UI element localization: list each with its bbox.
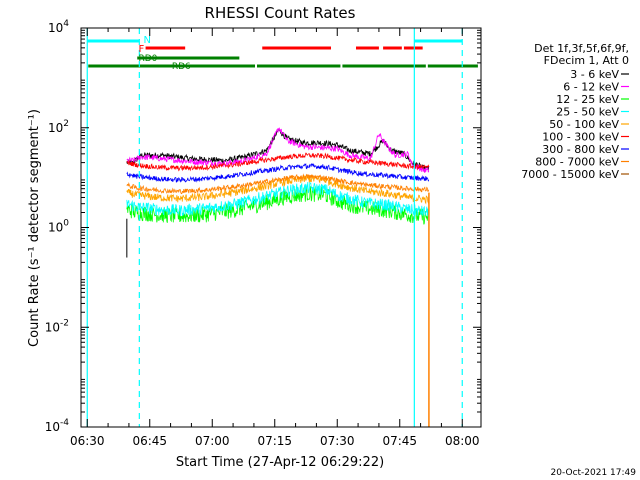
legend-entry-label: 50 - 100 keV <box>549 118 619 131</box>
legend-entry-label: 100 - 300 keV <box>542 131 619 144</box>
series-line-3 <box>126 181 430 218</box>
series-line-7 <box>126 173 430 195</box>
y-tick-label: 10-4 <box>45 418 70 434</box>
y-tick-label: 102 <box>48 119 69 135</box>
date-stamp: 20-Oct-2021 17:49 <box>551 468 637 478</box>
red-bar-label: F <box>139 44 145 55</box>
legend-entry-label: 300 - 800 keV <box>542 143 619 156</box>
x-tick-label: 07:00 <box>195 434 230 448</box>
series-layer <box>126 127 430 225</box>
x-tick-label: 07:15 <box>257 434 292 448</box>
chart-title: RHESSI Count Rates <box>205 4 356 22</box>
legend-header-line: FDecim 1, Att 0 <box>544 54 629 67</box>
legend-entry-label: 7000 - 15000 keV <box>521 168 619 181</box>
x-axis-label: Start Time (27-Apr-12 06:29:22) <box>176 455 384 470</box>
legend-entry-label: 6 - 12 keV <box>563 81 619 94</box>
y-tick-label: 104 <box>48 19 69 35</box>
y-tick-label: 10-2 <box>45 318 69 334</box>
x-axis: 06:30 06:45 07:00 07:15 07:30 07:45 08:00 <box>70 28 480 448</box>
series-line-6 <box>126 163 430 183</box>
y-tick-label: 100 <box>48 219 69 235</box>
x-tick-label: 07:45 <box>382 434 417 448</box>
x-tick-label: 08:00 <box>445 434 480 448</box>
x-tick-label: 07:30 <box>320 434 355 448</box>
legend-header-line: Det 1f,3f,5f,6f,9f, <box>534 42 629 55</box>
series-line-5 <box>126 152 430 172</box>
legend-entry-label: 800 - 7000 keV <box>535 156 619 169</box>
x-tick-label: 06:30 <box>70 434 105 448</box>
legend-entry-label: 12 - 25 keV <box>556 93 619 106</box>
green-bar-label-1: RD0 <box>139 54 158 64</box>
x-tick-label: 06:45 <box>132 434 167 448</box>
y-axis: 104 102 100 10-2 10-4 <box>45 19 481 434</box>
green-bar-label-2: RD6 <box>172 62 191 72</box>
legend-entry-label: 25 - 50 keV <box>556 106 619 119</box>
cyan-bar-label: N <box>144 35 151 46</box>
legend: Det 1f,3f,5f,6f,9f,FDecim 1, Att 03 - 6 … <box>521 42 629 181</box>
series-line-1 <box>126 127 430 173</box>
legend-entry-label: 3 - 6 keV <box>570 68 619 81</box>
y-axis-label: Count Rate (s⁻¹ detector segment⁻¹) <box>27 109 42 347</box>
